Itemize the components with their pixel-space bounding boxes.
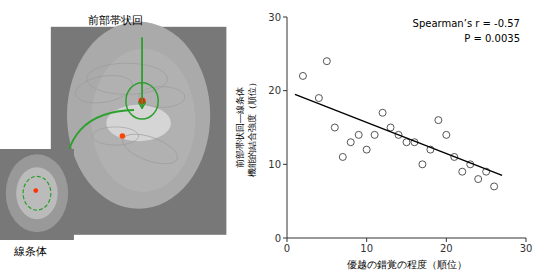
scatter-point	[355, 131, 362, 138]
scatter-point	[459, 168, 466, 175]
axial-slice-inner	[16, 167, 58, 219]
acc-arrow	[141, 37, 143, 107]
y-tick	[283, 90, 287, 91]
axes: 0 10 20 30 0 10 20 30	[268, 12, 532, 255]
gyrus	[92, 127, 138, 145]
y-axis-line	[287, 17, 288, 238]
plot-area	[295, 58, 502, 190]
striatum-blob	[33, 188, 38, 193]
acc-ring	[126, 83, 158, 119]
x-axis-label: 優越の錯覚の程度（順位）	[347, 259, 467, 270]
scatter-point	[387, 124, 394, 131]
x-tick	[526, 238, 527, 242]
y-tick-label: 20	[268, 85, 281, 96]
x-tick	[287, 238, 288, 242]
axial-slice	[6, 154, 68, 232]
y-axis-label: 前部帯状回―線条体機能的結合強度（順位）	[235, 78, 257, 177]
brain-inner	[91, 49, 195, 192]
scatter-point	[443, 131, 450, 138]
scatter-point	[491, 183, 498, 190]
scatter-point	[403, 139, 410, 146]
gyrus	[119, 128, 181, 170]
stat-annotation: P = 0.0035	[464, 33, 520, 44]
scatter-point	[339, 153, 346, 160]
axial-background	[0, 149, 74, 240]
scatter-point	[323, 58, 330, 65]
y-tick-label: 30	[268, 12, 281, 23]
stat-annotation: Spearman’s r = -0.57	[413, 18, 520, 29]
scatter-point	[419, 161, 426, 168]
scatter-point	[331, 124, 338, 131]
y-tick-label: 10	[268, 159, 281, 170]
y-tick	[283, 238, 287, 239]
illustration-label: 前部帯状回	[88, 14, 143, 27]
scatter-point	[475, 176, 482, 183]
y-axis-label-line: 機能的結合強度（順位）	[247, 78, 257, 177]
brain-illustration	[0, 22, 226, 240]
x-tick-label: 20	[440, 243, 453, 254]
chart: 前部帯状回線条体 前部帯状回―線条体機能的結合強度（順位） 0 10 20 30 0 10 20…	[0, 0, 537, 277]
y-axis-label-line: 前部帯状回―線条体	[235, 87, 245, 168]
x-tick	[366, 238, 367, 242]
scatter-point	[347, 139, 354, 146]
striatum-ring	[23, 176, 51, 210]
x-tick-label: 10	[360, 243, 373, 254]
scatter-point	[363, 146, 370, 153]
connection-arrow	[65, 110, 134, 183]
x-tick-label: 0	[284, 243, 290, 254]
scatter-point	[435, 117, 442, 124]
scatter-point	[379, 109, 386, 116]
y-tick	[283, 164, 287, 165]
regression-line	[295, 94, 502, 175]
scatter-point	[299, 72, 306, 79]
brain-outer	[67, 22, 210, 209]
activation-blob	[120, 133, 126, 139]
gyrus	[139, 87, 185, 108]
x-tick	[446, 238, 447, 242]
y-tick	[283, 17, 287, 18]
scatter-point	[315, 95, 322, 102]
y-tick-label: 0	[275, 233, 281, 244]
x-axis-line	[287, 238, 526, 239]
x-tick-label: 30	[520, 243, 533, 254]
illustration-label: 線条体	[13, 245, 47, 258]
scatter-point	[371, 131, 378, 138]
